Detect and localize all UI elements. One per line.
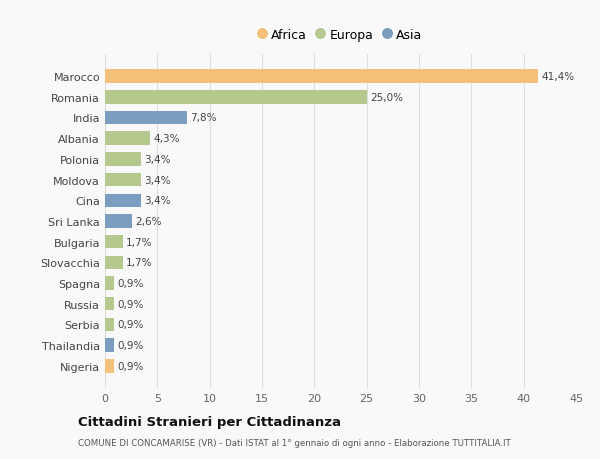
Text: COMUNE DI CONCAMARISE (VR) - Dati ISTAT al 1° gennaio di ogni anno - Elaborazion: COMUNE DI CONCAMARISE (VR) - Dati ISTAT … bbox=[78, 438, 511, 447]
Bar bbox=[105, 112, 187, 125]
Bar bbox=[105, 318, 115, 331]
Bar bbox=[105, 174, 140, 187]
Text: 0,9%: 0,9% bbox=[118, 341, 144, 350]
Text: 41,4%: 41,4% bbox=[541, 72, 575, 82]
Text: 25,0%: 25,0% bbox=[370, 93, 403, 102]
Text: 2,6%: 2,6% bbox=[136, 217, 162, 226]
Text: 7,8%: 7,8% bbox=[190, 113, 216, 123]
Bar bbox=[105, 153, 140, 166]
Bar bbox=[105, 256, 123, 269]
Text: 1,7%: 1,7% bbox=[126, 237, 152, 247]
Bar bbox=[105, 91, 367, 104]
Text: Cittadini Stranieri per Cittadinanza: Cittadini Stranieri per Cittadinanza bbox=[78, 415, 341, 429]
Text: 0,9%: 0,9% bbox=[118, 320, 144, 330]
Text: 0,9%: 0,9% bbox=[118, 299, 144, 309]
Bar bbox=[105, 194, 140, 207]
Bar bbox=[105, 235, 123, 249]
Bar bbox=[105, 277, 115, 290]
Text: 0,9%: 0,9% bbox=[118, 279, 144, 288]
Bar bbox=[105, 297, 115, 311]
Bar bbox=[105, 132, 150, 146]
Text: 0,9%: 0,9% bbox=[118, 361, 144, 371]
Legend: Africa, Europa, Asia: Africa, Europa, Asia bbox=[255, 25, 426, 45]
Text: 3,4%: 3,4% bbox=[144, 175, 170, 185]
Text: 4,3%: 4,3% bbox=[153, 134, 179, 144]
Bar bbox=[105, 359, 115, 373]
Bar bbox=[105, 215, 132, 228]
Text: 3,4%: 3,4% bbox=[144, 196, 170, 206]
Text: 1,7%: 1,7% bbox=[126, 258, 152, 268]
Bar bbox=[105, 339, 115, 352]
Bar bbox=[105, 70, 538, 84]
Text: 3,4%: 3,4% bbox=[144, 155, 170, 164]
